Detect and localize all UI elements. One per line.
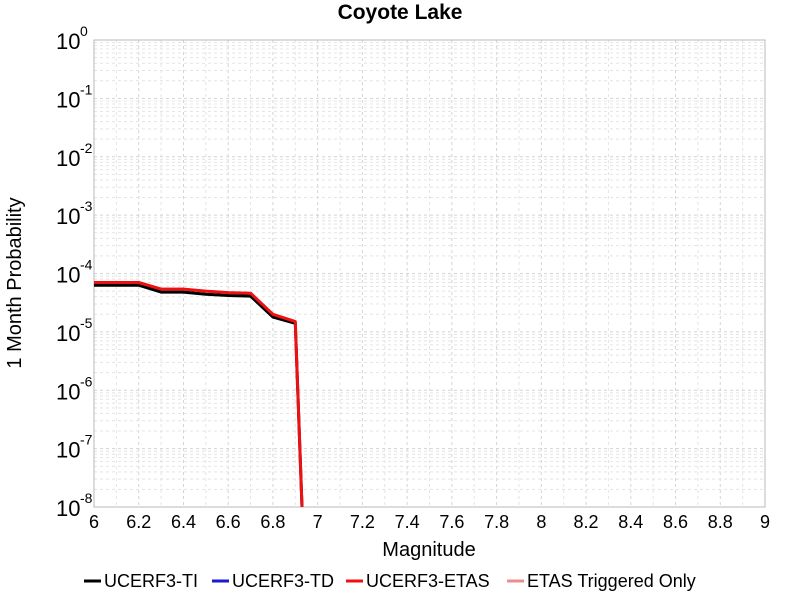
x-tick-label: 6 [89, 512, 99, 532]
y-tick-base: 10 [56, 87, 80, 112]
y-tick-exponent: -6 [80, 373, 93, 389]
x-tick-label: 8.2 [574, 512, 599, 532]
y-tick-exponent: -5 [80, 315, 93, 331]
y-tick-exponent: -1 [80, 81, 93, 97]
x-tick-label: 7.2 [350, 512, 375, 532]
legend-item: UCERF3-ETAS [346, 571, 490, 591]
y-tick-label: 10 0 [56, 23, 88, 54]
x-tick-label: 7.4 [395, 512, 420, 532]
y-tick-exponent: 0 [80, 23, 88, 39]
y-tick-exponent: -4 [80, 257, 93, 273]
y-tick-base: 10 [56, 438, 80, 463]
x-axis-label: Magnitude [382, 539, 475, 561]
x-tick-label: 8.8 [708, 512, 733, 532]
y-tick-exponent: -3 [80, 198, 93, 214]
y-tick-label: 10 -1 [56, 81, 93, 112]
legend-label: ETAS Triggered Only [527, 571, 696, 591]
x-tick-label: 9 [760, 512, 770, 532]
legend-item: ETAS Triggered Only [507, 571, 696, 591]
x-tick-label: 7 [313, 512, 323, 532]
x-tick-label: 7.6 [439, 512, 464, 532]
x-tick-label: 8.4 [618, 512, 643, 532]
y-tick-base: 10 [56, 204, 80, 229]
x-tick-label: 8 [536, 512, 546, 532]
y-tick-label: 10 -3 [56, 198, 93, 229]
y-tick-label: 10 -4 [56, 257, 93, 288]
legend-item: UCERF3-TI [84, 571, 198, 591]
chart-title: Coyote Lake [338, 1, 463, 24]
x-axis-ticks: 6 6.2 6.4 6.6 6.8 7 7.2 7.4 7.6 7.8 8 8.2 8.4 8.6 8.8 9 [89, 512, 770, 532]
plot-area [93, 39, 766, 508]
y-tick-exponent: -7 [80, 432, 93, 448]
legend-label: UCERF3-ETAS [366, 571, 490, 591]
x-tick-label: 6.2 [126, 512, 151, 532]
y-tick-base: 10 [56, 29, 80, 54]
series-line-ucerf3-ti [94, 283, 304, 508]
x-tick-label: 7.8 [484, 512, 509, 532]
series-line-ucerf3-etas [94, 281, 304, 508]
legend-label: UCERF3-TI [104, 571, 198, 591]
y-tick-base: 10 [56, 146, 80, 171]
legend-label: UCERF3-TD [232, 571, 334, 591]
y-tick-base: 10 [56, 496, 80, 521]
y-tick-label: 10 -6 [56, 373, 93, 404]
y-tick-label: 10 -8 [56, 490, 93, 521]
y-tick-exponent: -8 [80, 490, 93, 506]
y-tick-base: 10 [56, 263, 80, 288]
x-tick-label: 6.4 [171, 512, 196, 532]
y-tick-label: 10 -7 [56, 432, 93, 463]
x-tick-label: 8.6 [663, 512, 688, 532]
y-tick-exponent: -2 [80, 140, 93, 156]
y-tick-base: 10 [56, 379, 80, 404]
y-axis-label: 1 Month Probability [4, 197, 26, 368]
series-lines [94, 281, 304, 508]
x-tick-label: 6.8 [260, 512, 285, 532]
y-tick-label: 10 -2 [56, 140, 93, 171]
grid [93, 39, 766, 508]
legend: UCERF3-TI UCERF3-TD UCERF3-ETAS ETAS Trigge… [84, 571, 696, 591]
y-tick-base: 10 [56, 321, 80, 346]
x-tick-label: 6.6 [216, 512, 241, 532]
y-tick-label: 10 -5 [56, 315, 93, 346]
legend-item: UCERF3-TD [212, 571, 334, 591]
